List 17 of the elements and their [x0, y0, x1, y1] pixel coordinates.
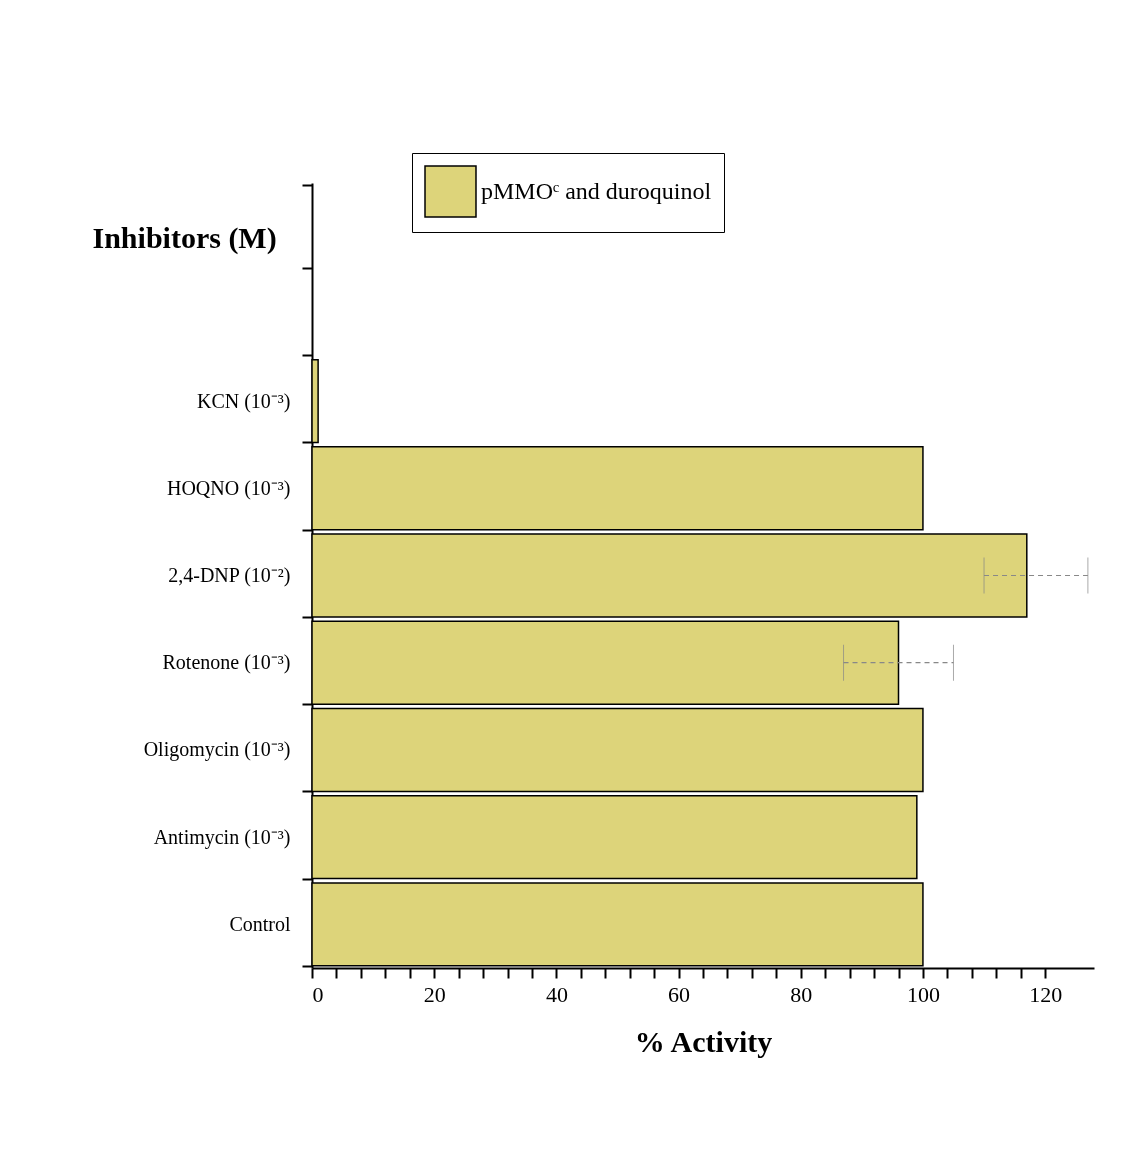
y-tick-label: Antimycin (10⁻³)	[153, 825, 291, 849]
x-axis-title: % Activity	[634, 1024, 773, 1058]
x-tick-label: 40	[545, 981, 568, 1007]
y-axis-title: Inhibitors (M)	[92, 220, 277, 255]
x-tick-label: 120	[1029, 981, 1063, 1007]
x-tick-label: 60	[668, 981, 691, 1007]
y-tick-label: Rotenone (10⁻³)	[162, 651, 291, 675]
x-tick-label: 0	[312, 981, 324, 1007]
y-tick-label: Oligomycin (10⁻³)	[143, 738, 291, 762]
y-tick-label: 2,4-DNP (10⁻²)	[168, 564, 291, 587]
x-tick-label: 20	[423, 981, 446, 1007]
y-tick-label: Control	[229, 912, 291, 935]
y-tick-label: HOQNO (10⁻³)	[166, 476, 291, 500]
legend-label: pMMOᶜ and duroquinol	[481, 177, 712, 204]
y-tick-label: KCN (10⁻³)	[196, 389, 291, 413]
x-tick-label: 80	[790, 981, 813, 1007]
x-tick-label: 100	[906, 981, 940, 1007]
